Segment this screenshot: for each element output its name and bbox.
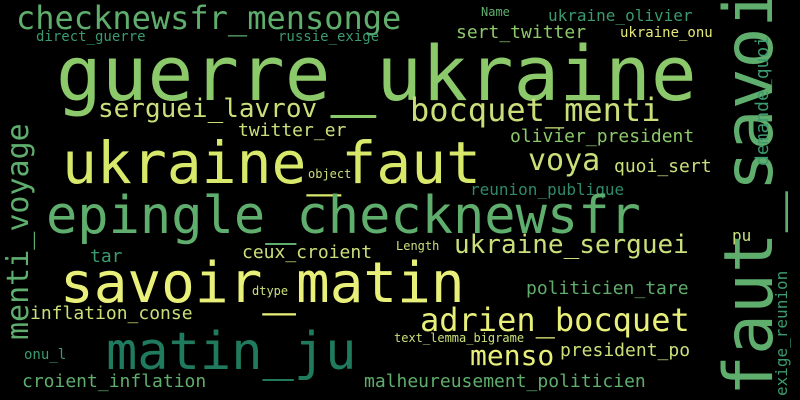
word-guerre-ukraine: guerre_ukraine xyxy=(56,29,697,118)
word-object: object xyxy=(308,167,352,181)
word-name: Name xyxy=(481,5,510,19)
word-menso: menso xyxy=(470,339,555,372)
word-demande-quoi: demande_quoi xyxy=(752,35,773,166)
word-ukraine-onu: ukraine_onu xyxy=(620,25,713,41)
word-epingle-checknewsfr: epingle_checknewsfr xyxy=(46,186,641,246)
word-inflation-conse: inflation_conse xyxy=(30,303,193,324)
word-matin-ju: matin_ju xyxy=(106,322,357,382)
word-dtype: dtype xyxy=(252,284,289,298)
word-serguei-lavrov: serguei_lavrov xyxy=(98,94,318,124)
word-ukraine-serguei: ukraine_serguei xyxy=(454,230,689,260)
word-adrien-bocquet: adrien_bocquet xyxy=(420,301,690,339)
word-reunion-publique: reunion_publique xyxy=(470,180,625,199)
word-ceux-croient: ceux_croient xyxy=(242,242,373,263)
word-onu-l: onu_l xyxy=(24,347,67,363)
word-checknewsfr-mensonge: checknewsfr_mensonge xyxy=(16,0,402,37)
word-politicien-tare: politicien_tare xyxy=(526,278,689,299)
word-quoi-sert: quoi_sert xyxy=(614,156,712,177)
word-savoir-matin: savoir_matin xyxy=(60,251,465,316)
word-text-lemma-bigrame: text_lemma_bigrame xyxy=(394,331,525,345)
word-malheureusement-politicien: malheureusement_politicien xyxy=(364,371,646,392)
word-ukraine-faut: ukraine_faut xyxy=(62,129,482,197)
word-menti-voyage: menti_voyage xyxy=(1,123,36,340)
word-olivier-president: olivier_president xyxy=(510,126,695,147)
word-exige-reunion: exige_reunion xyxy=(772,270,791,396)
word-pu: pu xyxy=(732,226,752,245)
word-croient-inflation: croient_inflation xyxy=(22,371,207,392)
word-length: Length xyxy=(396,239,440,253)
word-bocquet-menti: bocquet_menti xyxy=(410,91,661,129)
word-sert-twitter: sert_twitter xyxy=(456,22,587,43)
word-president-po: president_po xyxy=(560,340,691,361)
word-twitter-er: twitter_er xyxy=(238,120,347,141)
word-russie-exige: russie_exige xyxy=(278,29,380,45)
word-ukraine-olivier: ukraine_olivier xyxy=(548,6,693,25)
word-tar: tar xyxy=(90,246,123,267)
word-voya: voya xyxy=(528,143,601,178)
word-direct-guerre: direct_guerre xyxy=(36,29,146,45)
